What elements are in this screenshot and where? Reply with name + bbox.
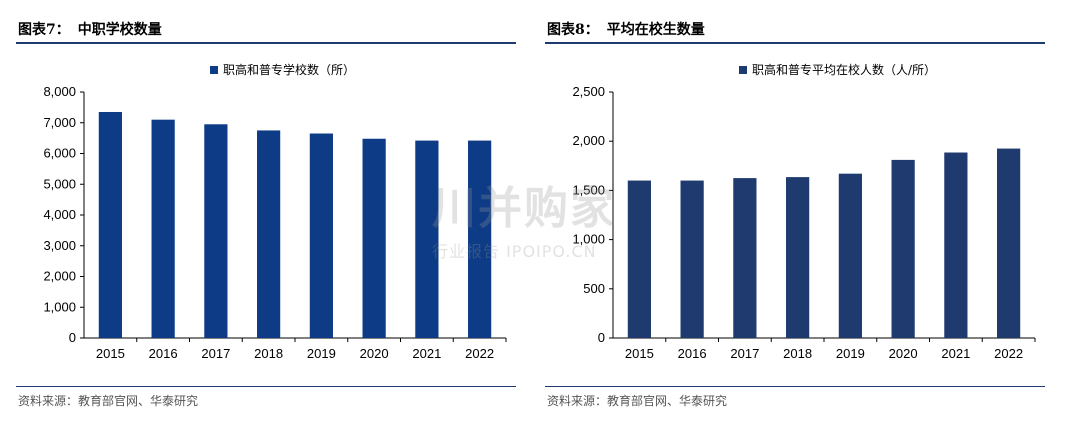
y-tick-label: 500 — [583, 281, 605, 296]
x-tick-label: 2019 — [307, 346, 336, 361]
figure-label: 图表8： — [547, 22, 599, 38]
x-tick-label: 2022 — [994, 346, 1023, 361]
y-tick-label: 2,500 — [572, 84, 605, 99]
x-tick-label: 2020 — [889, 346, 918, 361]
source-rule — [16, 386, 516, 387]
panel-title: 图表8： 平均在校生数量 — [547, 19, 705, 39]
bar — [98, 111, 122, 338]
bar — [786, 177, 810, 338]
y-tick-label: 6,000 — [43, 146, 76, 161]
x-tick-label: 2015 — [625, 346, 654, 361]
figure-title: 中职学校数量 — [77, 22, 162, 38]
bar-chart-students: 0 500 1,000 1,500 2,000 2,500 2015 2016 2017 2018… — [572, 62, 1036, 361]
chart-panel-schools: 图表7： 中职学校数量 0 1,000 2,000 3,000 4,000 5,000 6,0… — [16, 0, 521, 433]
bar — [680, 180, 704, 338]
bar — [415, 140, 439, 338]
y-tick-label: 4,000 — [43, 207, 76, 222]
title-rule — [545, 42, 1045, 44]
y-tick-label: 7,000 — [43, 115, 76, 130]
x-tick-label: 2017 — [201, 346, 230, 361]
y-tick-label: 2,000 — [43, 269, 76, 284]
bar-chart-schools: 0 1,000 2,000 3,000 4,000 5,000 6,000 7,000 8,00… — [43, 62, 507, 361]
x-tick-label: 2020 — [360, 346, 389, 361]
bar — [468, 140, 492, 338]
bar — [151, 119, 175, 338]
legend: 职高和普专平均在校人数（人/所） — [739, 62, 936, 77]
y-tick-label: 1,500 — [572, 182, 605, 197]
source-note: 资料来源：教育部官网、华泰研究 — [18, 394, 199, 408]
bar — [944, 152, 968, 338]
title-rule — [16, 42, 516, 44]
figure-title: 平均在校生数量 — [606, 22, 705, 38]
bar — [257, 130, 281, 338]
y-tick-label: 5,000 — [43, 176, 76, 191]
y-tick-label: 1,000 — [572, 232, 605, 247]
x-tick-label: 2019 — [836, 346, 865, 361]
source-note: 资料来源：教育部官网、华泰研究 — [547, 394, 728, 408]
source-rule — [545, 386, 1045, 387]
bar — [204, 124, 228, 338]
y-tick-label: 0 — [598, 330, 605, 345]
chart-panel-students: 图表8： 平均在校生数量 0 500 1,000 1,500 2,000 2,500 2015… — [545, 0, 1050, 433]
bar — [309, 133, 333, 338]
legend-label: 职高和普专学校数（所） — [223, 62, 355, 77]
y-tick-label: 0 — [69, 330, 76, 345]
legend-swatch — [210, 66, 218, 74]
x-tick-label: 2016 — [149, 346, 178, 361]
figure-label: 图表7： — [18, 22, 70, 38]
y-tick-label: 2,000 — [572, 133, 605, 148]
x-tick-label: 2016 — [678, 346, 707, 361]
x-tick-label: 2021 — [412, 346, 441, 361]
bar — [627, 180, 651, 338]
bar — [891, 159, 915, 338]
y-tick-label: 3,000 — [43, 238, 76, 253]
legend-swatch — [739, 66, 747, 74]
x-tick-label: 2021 — [941, 346, 970, 361]
x-tick-label: 2017 — [730, 346, 759, 361]
x-tick-label: 2018 — [783, 346, 812, 361]
bar — [362, 138, 386, 338]
bar — [838, 173, 862, 338]
legend-label: 职高和普专平均在校人数（人/所） — [752, 62, 936, 77]
bar — [997, 148, 1021, 338]
bar — [733, 178, 757, 338]
x-tick-label: 2022 — [465, 346, 494, 361]
legend: 职高和普专学校数（所） — [210, 62, 355, 77]
y-tick-label: 8,000 — [43, 84, 76, 99]
panel-title: 图表7： 中职学校数量 — [18, 19, 162, 39]
y-tick-label: 1,000 — [43, 299, 76, 314]
x-tick-label: 2015 — [96, 346, 125, 361]
x-tick-label: 2018 — [254, 346, 283, 361]
